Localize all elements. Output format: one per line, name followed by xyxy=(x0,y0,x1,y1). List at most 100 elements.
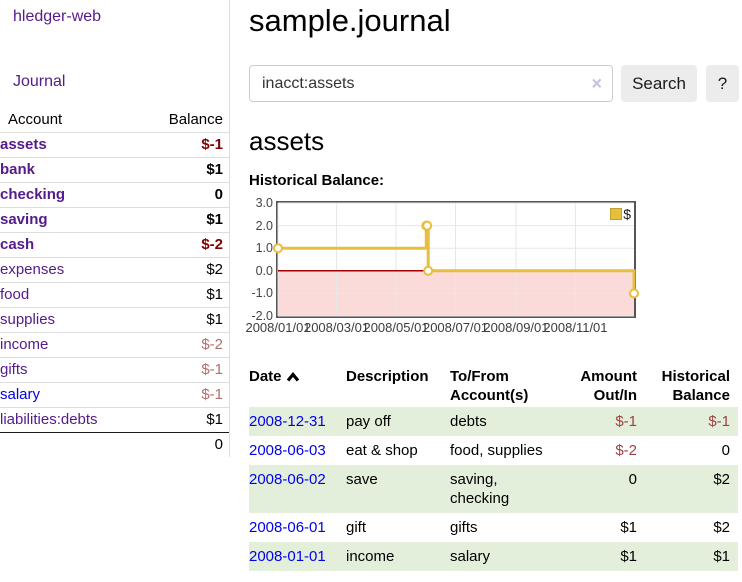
sidebar-account-food[interactable]: food xyxy=(0,286,30,303)
page-title: sample.journal xyxy=(249,3,451,38)
accounts-total: 0 xyxy=(214,436,223,453)
account-row: cash $-2 xyxy=(0,232,229,258)
account-balance: $2 xyxy=(206,261,223,278)
account-row: saving $1 xyxy=(0,207,229,233)
chart-legend: $ xyxy=(610,206,631,222)
sidebar-account-saving[interactable]: saving xyxy=(0,211,48,228)
accounts-total-row: 0 xyxy=(0,432,229,458)
sidebar-account-assets[interactable]: assets xyxy=(0,136,47,153)
account-row: checking 0 xyxy=(0,182,229,208)
y-axis-tick-label: 2.0 xyxy=(255,218,273,233)
sidebar-item-journal[interactable]: Journal xyxy=(13,73,66,90)
account-row: assets $-1 xyxy=(0,132,229,158)
register-header-row: Date Description To/From Account(s) Amou… xyxy=(249,365,738,407)
clear-search-icon[interactable]: × xyxy=(591,73,602,94)
transaction-accounts: gifts xyxy=(450,519,478,536)
transaction-description: pay off xyxy=(346,413,391,430)
register-row: 2008-01-01 income salary $1 $1 xyxy=(249,542,738,571)
x-axis-tick-label: 2008/09/01 xyxy=(483,320,549,335)
sidebar-account-income[interactable]: income xyxy=(0,336,49,353)
x-axis-tick-label: 2008/11/01 xyxy=(543,320,608,335)
transaction-balance: $1 xyxy=(713,548,730,565)
transaction-amount: $1 xyxy=(620,519,637,536)
transaction-description: gift xyxy=(346,519,367,536)
y-axis-tick-label: -1.0 xyxy=(251,286,273,301)
search-input[interactable] xyxy=(249,65,613,102)
accounts-table: Account Balance assets $-1 bank $1 check… xyxy=(0,108,229,457)
main-content: sample.journal × Search ? assets Histori… xyxy=(245,0,742,571)
column-header-date[interactable]: Date xyxy=(249,365,346,407)
sidebar-account-bank[interactable]: bank xyxy=(0,161,36,178)
account-row: supplies $1 xyxy=(0,307,229,333)
account-row: food $1 xyxy=(0,282,229,308)
transaction-date-link[interactable]: 2008-06-02 xyxy=(249,471,326,488)
account-balance: 0 xyxy=(214,186,223,203)
account-row: expenses $2 xyxy=(0,257,229,283)
sidebar-account-checking[interactable]: checking xyxy=(0,186,66,203)
sidebar-account-cash[interactable]: cash xyxy=(0,236,35,253)
account-balance: $-1 xyxy=(201,361,223,378)
y-axis-tick-label: 1.0 xyxy=(255,241,273,256)
transaction-balance: 0 xyxy=(721,442,730,459)
account-row: bank $1 xyxy=(0,157,229,183)
account-balance: $1 xyxy=(206,411,223,428)
transaction-date-link[interactable]: 2008-06-01 xyxy=(249,519,326,536)
x-axis-tick-label: 2008/03/01 xyxy=(303,320,370,335)
account-balance: $1 xyxy=(206,311,223,328)
transaction-amount: $-1 xyxy=(615,413,637,430)
account-balance: $1 xyxy=(206,286,223,303)
column-header-balance: Historical Balance xyxy=(661,368,730,404)
search-button[interactable]: Search xyxy=(621,65,697,102)
sidebar-account-salary[interactable]: salary xyxy=(0,386,41,403)
register-row: 2008-06-02 save saving, checking 0 $2 xyxy=(249,465,738,513)
sort-ascending-icon xyxy=(286,372,299,382)
search-form: × Search ? xyxy=(249,65,742,102)
register-table: Date Description To/From Account(s) Amou… xyxy=(249,365,738,571)
account-balance: $-2 xyxy=(201,336,223,353)
register-row: 2008-06-01 gift gifts $1 $2 xyxy=(249,513,738,542)
chart-title: Historical Balance: xyxy=(249,172,385,189)
account-row: income $-2 xyxy=(0,332,229,358)
sidebar-account-expenses[interactable]: expenses xyxy=(0,261,65,278)
transaction-accounts: saving, checking xyxy=(450,471,510,507)
y-axis-tick-label: -2.0 xyxy=(251,309,273,323)
accounts-column-header: Account xyxy=(8,111,63,128)
transaction-date-link[interactable]: 2008-01-01 xyxy=(249,548,326,565)
transaction-date-link[interactable]: 2008-06-03 xyxy=(249,442,326,459)
column-header-description: Description xyxy=(346,368,429,385)
x-axis-tick-label: 2008/01/01 xyxy=(245,320,311,335)
account-balance: $-2 xyxy=(201,236,223,253)
sidebar-account-supplies[interactable]: supplies xyxy=(0,311,56,328)
legend-swatch-icon xyxy=(610,208,623,220)
help-button[interactable]: ? xyxy=(706,65,739,102)
y-axis-tick-label: 0.0 xyxy=(255,263,273,278)
transaction-description: eat & shop xyxy=(346,442,418,459)
account-heading: assets xyxy=(249,126,325,156)
transaction-description: save xyxy=(346,471,378,488)
register-row: 2008-06-03 eat & shop food, supplies $-2… xyxy=(249,436,738,465)
transaction-date-link[interactable]: 2008-12-31 xyxy=(249,413,326,430)
sidebar-account-gifts[interactable]: gifts xyxy=(0,361,28,378)
sidebar-account-liabilities-debts[interactable]: liabilities:debts xyxy=(0,411,98,428)
legend-label: $ xyxy=(623,206,631,222)
account-row: gifts $-1 xyxy=(0,357,229,383)
transaction-description: income xyxy=(346,548,395,565)
app-brand-link[interactable]: hledger-web xyxy=(13,8,102,25)
account-balance: $1 xyxy=(206,211,223,228)
transaction-amount: 0 xyxy=(628,471,637,488)
account-row: salary $-1 xyxy=(0,382,229,408)
sidebar: hledger-web Journal Account Balance asse… xyxy=(0,0,230,457)
transaction-amount: $1 xyxy=(620,548,637,565)
transaction-accounts: food, supplies xyxy=(450,442,543,459)
y-axis-tick-label: 3.0 xyxy=(255,196,273,210)
transaction-balance: $2 xyxy=(713,519,730,536)
chart-plot-area: $ xyxy=(273,201,639,318)
account-balance: $1 xyxy=(206,161,223,178)
x-axis-tick-label: 2008/05/01 xyxy=(363,320,429,335)
transaction-balance: $-1 xyxy=(708,413,730,430)
account-row: liabilities:debts $1 xyxy=(0,407,229,433)
account-balance: $-1 xyxy=(201,386,223,403)
transaction-amount: $-2 xyxy=(615,442,637,459)
chart-canvas xyxy=(273,202,639,317)
transaction-accounts: debts xyxy=(450,413,487,430)
